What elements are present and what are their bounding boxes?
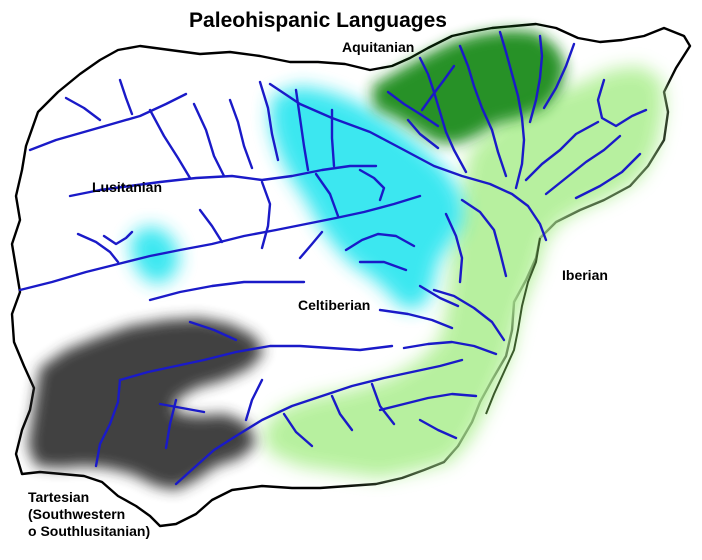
ebro-river [268, 82, 548, 242]
river-tributary [406, 118, 440, 150]
river-tributary [418, 284, 460, 308]
river-tributary [358, 260, 408, 272]
river-tributary [76, 232, 120, 264]
river-tributary [330, 394, 354, 432]
map-title: Paleohispanic Languages [189, 9, 447, 32]
guadalquivir-river [174, 358, 464, 486]
political-border-line [485, 237, 541, 415]
segura-river [378, 392, 478, 412]
river-tributary [258, 80, 280, 162]
river-tributary [378, 308, 454, 330]
lusitanian-label: Lusitanian [92, 179, 162, 195]
river-tributary [298, 230, 324, 260]
river-tributary [164, 398, 178, 450]
river-tributary [444, 212, 464, 284]
river-tributary [64, 96, 102, 122]
duero-river [68, 164, 378, 198]
river-tributary [370, 382, 396, 426]
river-tributary [94, 378, 122, 468]
river-network [18, 30, 648, 486]
river-tributary [148, 280, 306, 302]
river-tributary [192, 102, 226, 178]
river-tributary [198, 208, 224, 244]
tartesian-label-line-1: Tartesian [28, 489, 89, 505]
guadiana-river [118, 344, 394, 382]
tartesian-label-line-2: (Southwestern [28, 506, 125, 522]
river-tributary [244, 378, 264, 422]
river-tributary [420, 64, 456, 112]
river-tributary [282, 412, 314, 448]
iberian-area [262, 66, 664, 478]
river-tributary [228, 98, 254, 170]
river-tributary [358, 168, 386, 202]
celtiberian-label: Celtiberian [298, 297, 370, 313]
river-tributary [294, 88, 310, 172]
iberian-label: Iberian [562, 267, 608, 283]
river-tributary [418, 418, 458, 440]
river-tributary [102, 230, 134, 246]
river-tributary [542, 42, 576, 110]
river-tributary [344, 232, 416, 252]
river-tributary [260, 180, 272, 250]
river-tributary [596, 78, 648, 128]
river-tributary [544, 134, 622, 196]
river-tributary [188, 320, 238, 342]
river-tributary [118, 78, 134, 116]
river-tributary [418, 56, 468, 174]
tartesian-label-line-3: o Southlusitanian) [28, 523, 150, 539]
river-tributary [524, 120, 600, 182]
minho-river [28, 92, 188, 152]
river-tributary [314, 172, 340, 218]
aquitanian-label: Aquitanian [342, 39, 414, 55]
river-tributary [460, 198, 508, 278]
river-tributary [386, 90, 440, 128]
river-tributary [432, 288, 506, 342]
river-tributary [458, 44, 508, 178]
river-tributary [574, 152, 642, 200]
river-tributary [158, 402, 206, 414]
river-tributary [498, 30, 526, 190]
river-tributary [528, 34, 544, 124]
tajo-river [18, 194, 422, 292]
tartesian-label: Tartesian (Southwestern o Southlusitania… [28, 489, 150, 539]
river-tributary [330, 108, 336, 168]
river-tributary [148, 108, 192, 180]
jucar-river [402, 340, 498, 356]
tartesian-area [28, 318, 264, 490]
